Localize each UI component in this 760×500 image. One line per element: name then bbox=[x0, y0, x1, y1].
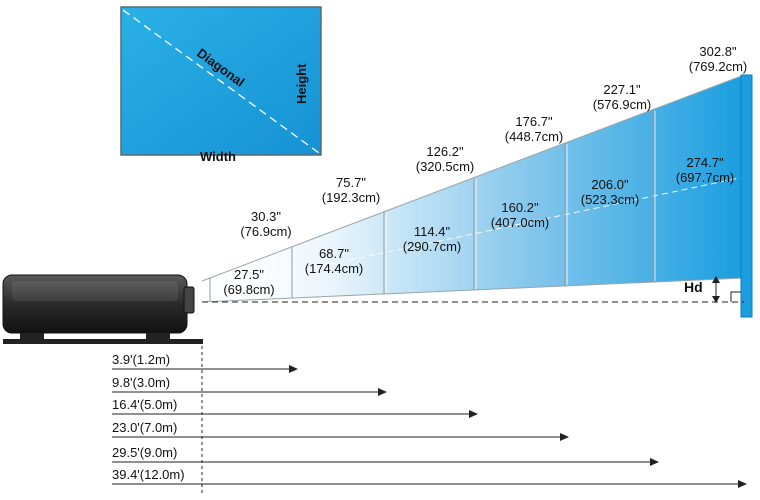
distance-rows: 3.9'(1.2m) 9.8'(3.0m) 16.4'(5.0m) 23.0'(7.0… bbox=[112, 352, 747, 488]
screen-diagonal-inches: 227.1" bbox=[603, 82, 641, 97]
hd-label: Hd bbox=[684, 279, 703, 295]
screen-panels bbox=[209, 109, 656, 302]
projection-beam bbox=[201, 74, 745, 303]
screen-diagonal-metric: (448.7cm) bbox=[505, 129, 564, 144]
screen-height-metric: (290.7cm) bbox=[403, 239, 462, 254]
projector-foot-left bbox=[20, 333, 44, 339]
screen-diagonal-metric: (769.2cm) bbox=[689, 59, 748, 74]
screen-diagonal-inches: 176.7" bbox=[515, 114, 553, 129]
screen-diagonal-metric: (576.9cm) bbox=[593, 97, 652, 112]
distance-arrow bbox=[289, 365, 298, 373]
distance-label: 9.8'(3.0m) bbox=[112, 375, 170, 390]
legend-height-label: Height bbox=[294, 63, 309, 104]
hd-arrow-down bbox=[712, 296, 720, 303]
projector-foot-right bbox=[146, 333, 170, 339]
distance-label: 29.5'(9.0m) bbox=[112, 445, 177, 460]
screen-height-inches: 274.7" bbox=[686, 155, 724, 170]
beam-top-edge bbox=[201, 74, 745, 282]
legend-width-label: Width bbox=[200, 149, 236, 164]
screen-height-inches: 114.4" bbox=[414, 224, 451, 239]
screen-diagonal-inches: 302.8" bbox=[699, 44, 737, 59]
distance-arrow bbox=[650, 458, 659, 466]
screen-diagonal-metric: (76.9cm) bbox=[240, 224, 291, 239]
screen-diagonal-metric: (320.5cm) bbox=[416, 159, 475, 174]
screen-height-metric: (174.4cm) bbox=[305, 261, 364, 276]
beam-fill bbox=[202, 75, 744, 302]
projection-screen bbox=[740, 74, 753, 318]
distance-label: 39.4'(12.0m) bbox=[112, 467, 185, 482]
screen-diagonal-inches: 30.3" bbox=[251, 209, 281, 224]
screen-height-metric: (69.8cm) bbox=[223, 282, 274, 297]
screen-diagonal-inches: 126.2" bbox=[426, 144, 464, 159]
screen-height-inches: 68.7" bbox=[319, 246, 349, 261]
distance-label: 23.0'(7.0m) bbox=[112, 420, 177, 435]
screen-height-inches: 160.2" bbox=[501, 200, 539, 215]
screen-height-metric: (697.7cm) bbox=[676, 170, 735, 185]
size-labels: 30.3"(76.9cm) 27.5"(69.8cm) 75.7"(192.3cm)… bbox=[223, 44, 747, 297]
projector-lens bbox=[183, 286, 195, 314]
distance-arrow bbox=[738, 480, 747, 488]
hd-arrow-up bbox=[712, 276, 720, 283]
screen-height-metric: (523.3cm) bbox=[581, 192, 640, 207]
screen-legend: Diagonal Height Width bbox=[120, 6, 322, 164]
screen-diagonal-metric: (192.3cm) bbox=[322, 190, 381, 205]
projector-highlight bbox=[12, 281, 178, 301]
distance-arrow bbox=[560, 433, 569, 441]
legend-diagonal-line bbox=[122, 9, 320, 154]
projector-stand bbox=[3, 339, 203, 344]
screen-height-inches: 206.0" bbox=[591, 177, 629, 192]
screen-diagonal-inches: 75.7" bbox=[336, 175, 366, 190]
screen-height-metric: (407.0cm) bbox=[491, 215, 550, 230]
projector bbox=[2, 274, 203, 344]
right-angle-marker bbox=[730, 291, 741, 302]
distance-arrow bbox=[378, 388, 387, 396]
screen-height-inches: 27.5" bbox=[234, 267, 264, 282]
distance-arrow bbox=[469, 410, 478, 418]
distance-label: 16.4'(5.0m) bbox=[112, 397, 177, 412]
distance-label: 3.9'(1.2m) bbox=[112, 352, 170, 367]
